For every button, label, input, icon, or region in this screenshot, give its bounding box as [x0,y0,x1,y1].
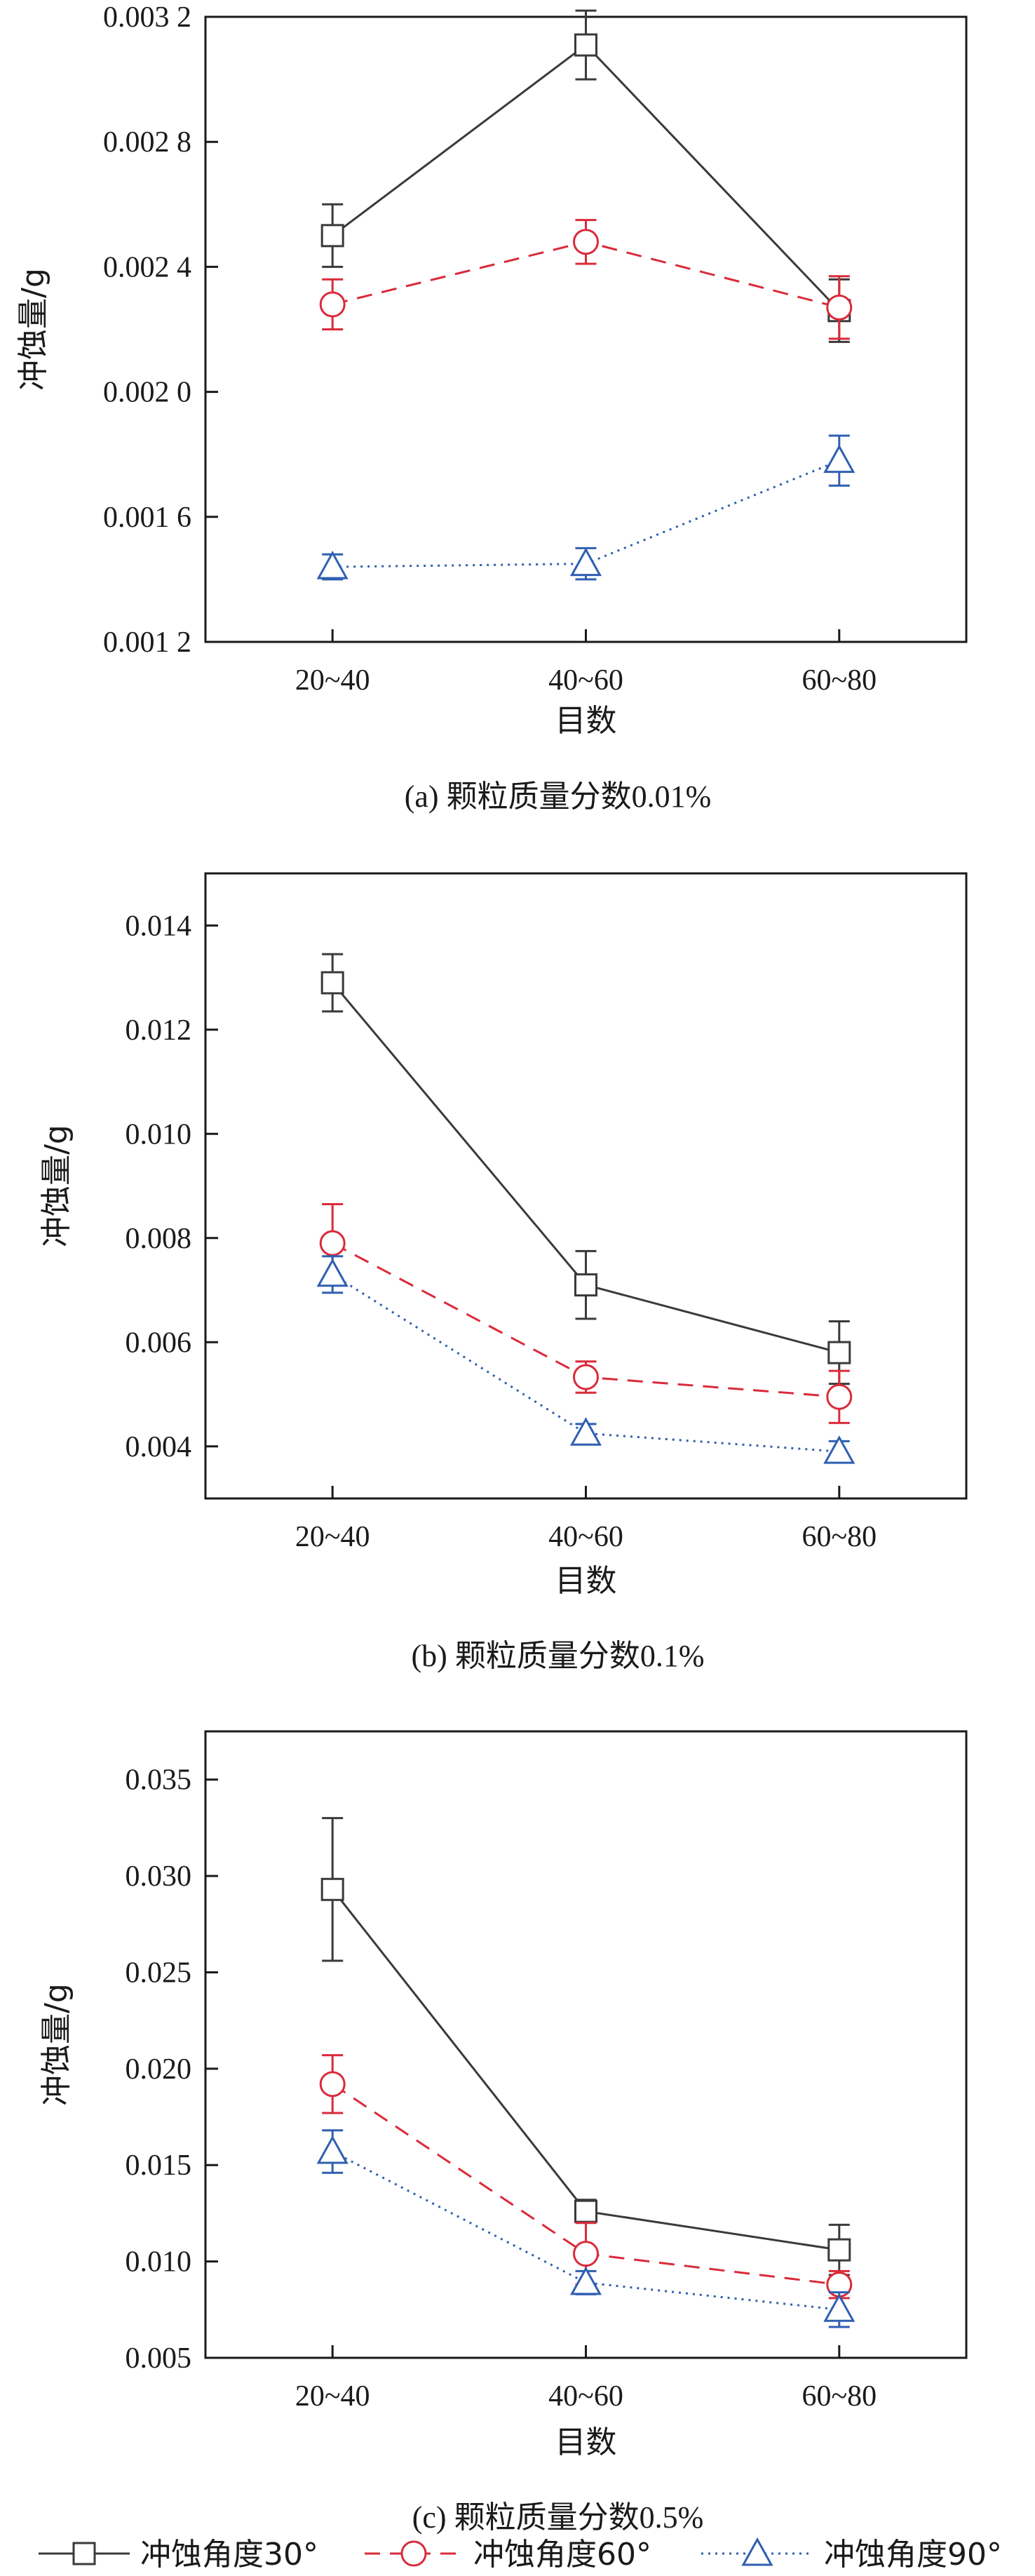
series-line-30 [332,1889,840,2251]
series-30 [320,1817,851,2276]
y-tick-label: 0.008 [126,1223,192,1255]
legend-marker-circle [400,2540,427,2567]
data-point-square [827,1341,851,1364]
y-tick-label: 0.004 [126,1431,192,1463]
data-point-square [827,2238,851,2262]
x-axis-title: 目数 [555,1563,617,1599]
y-tick-label: 0.003 2 [103,1,191,34]
x-axis-title: 目数 [555,2424,617,2460]
y-tick-label: 0.025 [126,1957,192,1989]
data-point-square [574,33,597,57]
legend-label-30: 冲蚀角度30° [140,2537,318,2572]
data-point-square [574,2199,597,2223]
data-point-circle [826,294,853,321]
data-point-triangle [316,2135,349,2164]
data-point-circle [319,291,346,318]
data-point-triangle [823,2293,855,2322]
legend-label-90: 冲蚀角度90° [824,2537,1002,2572]
plot-frame [204,872,968,1500]
y-tick-label: 0.010 [126,2246,192,2279]
chart-panel-2: 0.004 0.006 0.008 0.010 0.012 0.014 20~40 40~60… [39,872,968,1673]
x-tick-label: 60~80 [801,1521,877,1553]
data-point-square [320,224,344,248]
y-tick-label: 0.002 8 [103,126,191,159]
x-tick-label: 60~80 [801,664,877,697]
y-axis-title: 冲蚀量/g [39,1983,74,2106]
series-30 [320,9,851,343]
legend-item-60: 冲蚀角度60° [365,2537,651,2572]
data-point-circle [826,1383,853,1410]
y-tick-label: 0.012 [126,1014,192,1047]
data-point-circle [573,2241,599,2267]
y-tick-label: 0.006 [126,1327,192,1359]
y-tick-label: 0.010 [126,1118,192,1151]
chart-panel-1: 0.001 2 0.001 6 0.002 0 0.002 4 0.002 8 0.003… [15,1,968,814]
data-point-triangle [569,1417,602,1446]
y-tick-label: 0.030 [126,1860,192,1893]
panel-caption: (c) 颗粒质量分数0.5% [412,2500,704,2535]
y-tick-label: 0.035 [126,1764,192,1797]
x-tick-label: 40~60 [548,664,623,697]
data-point-circle [319,1230,346,1256]
chart-panel-3: 0.005 0.010 0.015 0.020 0.025 0.030 0.035 20~40… [39,1730,968,2535]
y-tick-label: 0.014 [126,910,192,942]
y-tick-label: 0.015 [126,2149,192,2182]
data-point-triangle [569,547,602,577]
data-point-square [574,1273,597,1297]
legend-item-30: 冲蚀角度30° [39,2537,318,2572]
data-point-square [320,971,344,995]
data-point-triangle [316,550,349,579]
x-tick-label: 20~40 [295,1521,370,1553]
data-point-square [320,1877,344,1901]
x-tick-label: 40~60 [548,2380,623,2413]
panel-caption: (b) 颗粒质量分数0.1% [412,1639,705,1673]
data-point-circle [573,229,599,255]
data-point-triangle [569,2266,602,2295]
y-axis-title: 冲蚀量/g [15,268,51,391]
series-line-30 [332,43,840,311]
y-tick-label: 0.001 2 [103,626,191,659]
y-tick-label: 0.002 0 [103,377,191,409]
data-point-triangle [823,1435,855,1464]
x-axis-title: 目数 [555,703,617,739]
y-tick-label: 0.020 [126,2053,192,2086]
x-tick-label: 20~40 [295,2380,370,2413]
y-tick-label: 0.001 6 [103,502,191,534]
legend: 冲蚀角度30° 冲蚀角度60° 冲蚀角度90° [39,2537,1002,2572]
panels: 0.001 2 0.001 6 0.002 0 0.002 4 0.002 8 0.003… [15,1,968,2535]
y-tick-label: 0.002 4 [103,251,191,283]
series-line-90 [332,1273,839,1453]
legend-item-90: 冲蚀角度90° [701,2537,1002,2572]
series-60 [319,219,853,340]
legend-label-60: 冲蚀角度60° [473,2537,651,2572]
series-60 [319,2054,853,2300]
data-point-circle [573,1364,599,1390]
legend-marker-square [72,2542,96,2565]
y-axis-title: 冲蚀量/g [39,1125,74,1247]
x-tick-label: 40~60 [548,1521,623,1553]
data-point-triangle [316,1258,349,1287]
x-tick-label: 20~40 [295,664,370,697]
data-point-circle [319,2071,346,2098]
panel-caption: (a) 颗粒质量分数0.01% [405,779,712,814]
data-point-triangle [823,444,855,474]
series-90 [316,2129,855,2328]
series-90 [316,434,855,581]
series-90 [316,1255,855,1464]
series-30 [320,953,851,1386]
legend-marker-triangle [741,2537,773,2566]
y-tick-label: 0.005 [126,2342,192,2375]
x-tick-label: 60~80 [801,2380,877,2413]
